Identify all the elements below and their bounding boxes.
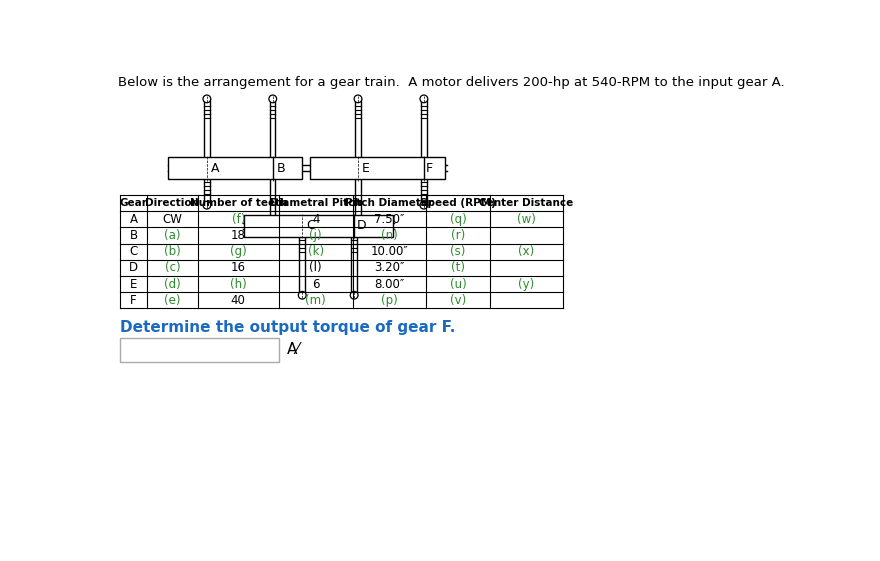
Text: C: C	[129, 245, 138, 258]
Text: C: C	[306, 219, 315, 232]
Text: D: D	[356, 219, 366, 232]
Text: (w): (w)	[517, 213, 536, 226]
Text: 10.00″: 10.00″	[370, 245, 408, 258]
Text: 4: 4	[312, 213, 319, 226]
Text: (u): (u)	[450, 278, 466, 291]
Text: Pitch Diameter: Pitch Diameter	[345, 198, 434, 208]
Text: (f): (f)	[231, 213, 245, 226]
Text: B: B	[276, 162, 285, 174]
Text: 7.50″: 7.50″	[374, 213, 405, 226]
Text: Number of teeth: Number of teeth	[189, 198, 287, 208]
Text: (a): (a)	[165, 229, 180, 242]
Text: 40: 40	[231, 294, 246, 307]
Text: (v): (v)	[450, 294, 466, 307]
Text: (s): (s)	[451, 245, 466, 258]
Text: (r): (r)	[451, 229, 466, 242]
Circle shape	[354, 95, 362, 103]
Text: 3.20″: 3.20″	[374, 261, 405, 274]
Bar	[244, 215, 392, 237]
Text: (m): (m)	[305, 294, 326, 307]
Text: A: A	[129, 213, 137, 226]
Text: (k): (k)	[308, 245, 324, 258]
Text: (x): (x)	[518, 245, 535, 258]
Text: Direction: Direction	[145, 198, 200, 208]
Text: CW: CW	[163, 213, 182, 226]
Circle shape	[203, 201, 210, 209]
Text: 16: 16	[231, 261, 246, 274]
Text: Diametral Pitch: Diametral Pitch	[270, 198, 362, 208]
Text: E: E	[362, 162, 370, 174]
Text: (c): (c)	[165, 261, 180, 274]
Circle shape	[203, 95, 210, 103]
Text: F: F	[426, 162, 433, 174]
Text: 8.00″: 8.00″	[374, 278, 405, 291]
Bar	[310, 158, 444, 179]
Circle shape	[298, 291, 306, 299]
Text: (h): (h)	[230, 278, 246, 291]
Circle shape	[350, 291, 358, 299]
Circle shape	[269, 95, 276, 103]
Text: (e): (e)	[165, 294, 180, 307]
Text: A: A	[210, 162, 219, 174]
Text: (q): (q)	[450, 213, 466, 226]
Text: A⁄: A⁄	[287, 342, 299, 357]
Text: (t): (t)	[451, 261, 465, 274]
Bar	[120, 338, 279, 362]
Text: Center Distance: Center Distance	[480, 198, 574, 208]
Text: (d): (d)	[164, 278, 180, 291]
Circle shape	[420, 201, 428, 209]
Text: (j): (j)	[310, 229, 322, 242]
Circle shape	[420, 95, 428, 103]
Text: Speed (RPM): Speed (RPM)	[420, 198, 496, 208]
Text: (y): (y)	[518, 278, 535, 291]
Text: F: F	[130, 294, 137, 307]
Text: B: B	[129, 229, 137, 242]
Text: Below is the arrangement for a gear train.  A motor delivers 200-hp at 540-RPM t: Below is the arrangement for a gear trai…	[118, 76, 784, 89]
Text: Gear: Gear	[120, 198, 148, 208]
Text: (l): (l)	[310, 261, 322, 274]
Text: (p): (p)	[381, 294, 398, 307]
Bar	[168, 158, 302, 179]
Text: E: E	[130, 278, 137, 291]
Text: (n): (n)	[381, 229, 398, 242]
Text: D: D	[129, 261, 138, 274]
Text: (g): (g)	[230, 245, 246, 258]
Text: (b): (b)	[164, 245, 180, 258]
Text: Determine the output torque of gear F.: Determine the output torque of gear F.	[120, 320, 456, 335]
Text: 18: 18	[231, 229, 246, 242]
Text: 6: 6	[312, 278, 319, 291]
